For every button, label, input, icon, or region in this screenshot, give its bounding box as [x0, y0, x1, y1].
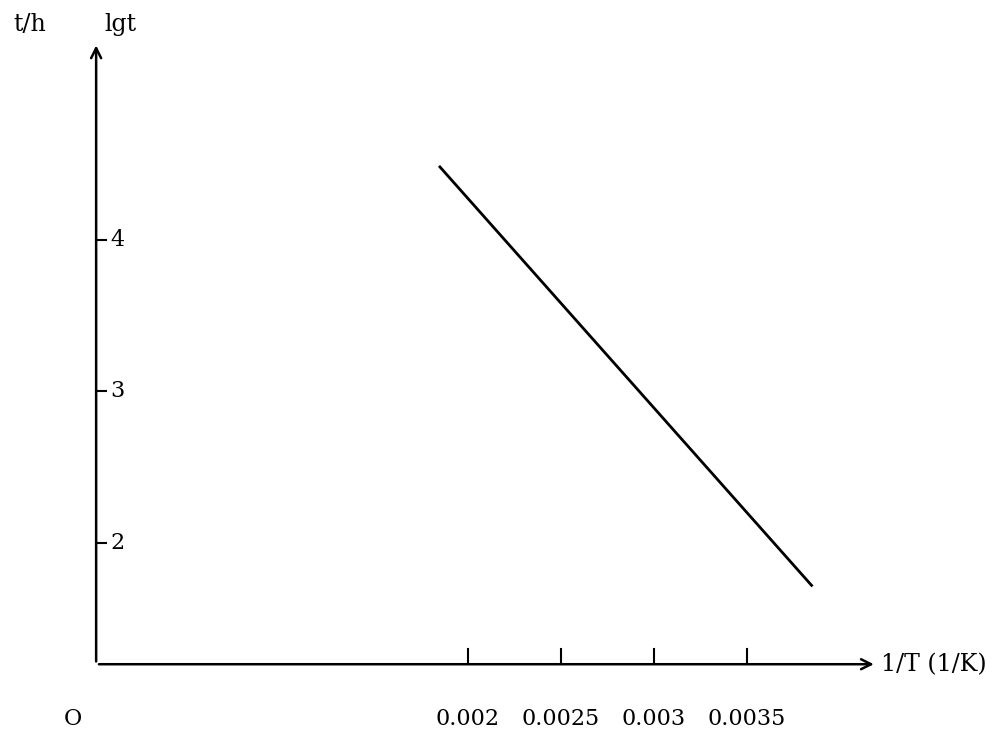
Text: $1\mathregular{0}^{2}$: $1\mathregular{0}^{2}$	[0, 739, 1, 740]
Text: 1/T (1/K): 1/T (1/K)	[881, 653, 986, 676]
Text: lgt: lgt	[104, 13, 136, 36]
Text: 3: 3	[110, 380, 124, 403]
Text: 0.0035: 0.0035	[707, 707, 786, 730]
Text: $1\mathregular{0}^{4}$: $1\mathregular{0}^{4}$	[0, 739, 1, 740]
Text: $1\mathregular{0}^{3}$: $1\mathregular{0}^{3}$	[0, 739, 1, 740]
Text: 2: 2	[110, 532, 124, 554]
Text: 0.002: 0.002	[436, 707, 500, 730]
Text: O: O	[64, 707, 82, 730]
Text: 0.003: 0.003	[622, 707, 686, 730]
Text: 4: 4	[110, 229, 124, 251]
Text: t/h: t/h	[13, 13, 46, 36]
Text: 0.0025: 0.0025	[522, 707, 600, 730]
